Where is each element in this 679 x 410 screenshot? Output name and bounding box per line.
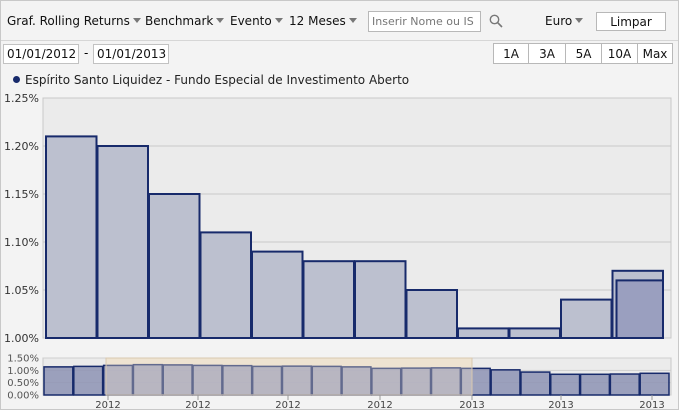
legend-series-name: Espírito Santo Liquidez - Fundo Especial…	[25, 73, 410, 87]
date-separator: -	[84, 46, 89, 60]
x-tick-label: 2012	[275, 400, 300, 410]
x-tick-label: 2012	[95, 400, 120, 410]
navigator-bar	[73, 365, 104, 396]
navigator-bar	[400, 367, 432, 396]
navigator-bar	[281, 365, 313, 396]
navigator-bar	[371, 367, 402, 396]
bar	[508, 327, 561, 339]
range-button-1a[interactable]: 1A	[493, 43, 529, 64]
clear-button[interactable]: Limpar	[596, 12, 666, 31]
y-tick-label: 1.10%	[4, 236, 39, 249]
navigator-bar	[341, 366, 372, 396]
navigator-selection-overlay	[105, 357, 473, 396]
period-dropdown[interactable]: 12 Meses	[289, 14, 357, 28]
chart-type-dropdown[interactable]: Graf. Rolling Returns	[7, 14, 141, 28]
search-input[interactable]	[368, 11, 481, 32]
bar	[302, 260, 355, 340]
bar	[148, 193, 201, 339]
bar	[96, 145, 149, 339]
chevron-down-icon	[216, 18, 225, 23]
navigator-bar	[460, 367, 491, 396]
bar	[251, 250, 304, 340]
y-tick-label: 1.20%	[4, 140, 39, 153]
bar	[560, 298, 613, 340]
range-button-5a[interactable]: 5A	[565, 43, 602, 64]
navigator-bar	[311, 365, 342, 396]
navigator-bar	[520, 371, 551, 396]
benchmark-dropdown[interactable]: Benchmark	[145, 14, 225, 28]
navigator-bar	[162, 364, 193, 396]
chevron-down-icon	[274, 18, 283, 23]
chevron-down-icon	[132, 18, 141, 23]
x-tick-label: 2013	[459, 400, 484, 410]
x-tick-label: 2013	[639, 400, 664, 410]
bar	[405, 289, 458, 339]
period-label: 12 Meses	[289, 14, 346, 28]
chart-type-label: Graf. Rolling Returns	[7, 14, 130, 28]
bar	[354, 260, 407, 340]
bar	[199, 231, 252, 339]
navigator-bar	[639, 372, 670, 396]
search-icon[interactable]	[489, 14, 503, 28]
navigator-bar	[132, 363, 163, 396]
range-button-3a[interactable]: 3A	[528, 43, 566, 64]
toolbar-divider	[1, 40, 678, 41]
range-button-max[interactable]: Max	[637, 43, 673, 64]
navigator-bar	[550, 373, 581, 396]
navigator-y-tick-label: 0.00%	[7, 391, 39, 402]
event-label: Evento	[230, 14, 272, 28]
y-tick-label: 1.00%	[4, 332, 39, 345]
navigator-y-tick-label: 1.50%	[7, 354, 39, 365]
y-tick-label: 1.05%	[4, 284, 39, 297]
navigator-bar	[579, 373, 611, 396]
chart-legend: Espírito Santo Liquidez - Fundo Especial…	[13, 73, 409, 87]
x-tick-label: 2012	[367, 400, 392, 410]
x-tick-label: 2013	[548, 400, 573, 410]
navigator-bar	[430, 367, 462, 396]
navigator-bar	[192, 364, 223, 396]
currency-label: Euro	[545, 14, 573, 28]
bar	[457, 327, 510, 339]
chevron-down-icon	[348, 18, 357, 23]
navigator-bar	[102, 364, 134, 396]
benchmark-label: Benchmark	[145, 14, 214, 28]
bar	[45, 135, 98, 339]
toolbar: Graf. Rolling Returns Benchmark Evento 1…	[1, 1, 678, 41]
x-tick-label: 2012	[185, 400, 210, 410]
y-tick-label: 1.25%	[4, 92, 39, 105]
event-dropdown[interactable]: Evento	[230, 14, 283, 28]
navigator-bar	[490, 369, 521, 396]
currency-dropdown[interactable]: Euro	[545, 14, 584, 28]
legend-marker	[13, 76, 20, 83]
bar-highlight	[615, 279, 664, 339]
navigator-bar	[609, 373, 640, 396]
range-button-10a[interactable]: 10A	[601, 43, 638, 64]
navigator-y-tick-label: 0.50%	[7, 378, 39, 389]
start-date-field[interactable]: 01/01/2012	[3, 44, 79, 64]
y-tick-label: 1.15%	[4, 188, 39, 201]
end-date-field[interactable]: 01/01/2013	[93, 44, 169, 64]
navigator-bar	[43, 366, 74, 396]
chevron-down-icon	[575, 18, 584, 23]
navigator-y-tick-label: 1.00%	[7, 366, 39, 377]
